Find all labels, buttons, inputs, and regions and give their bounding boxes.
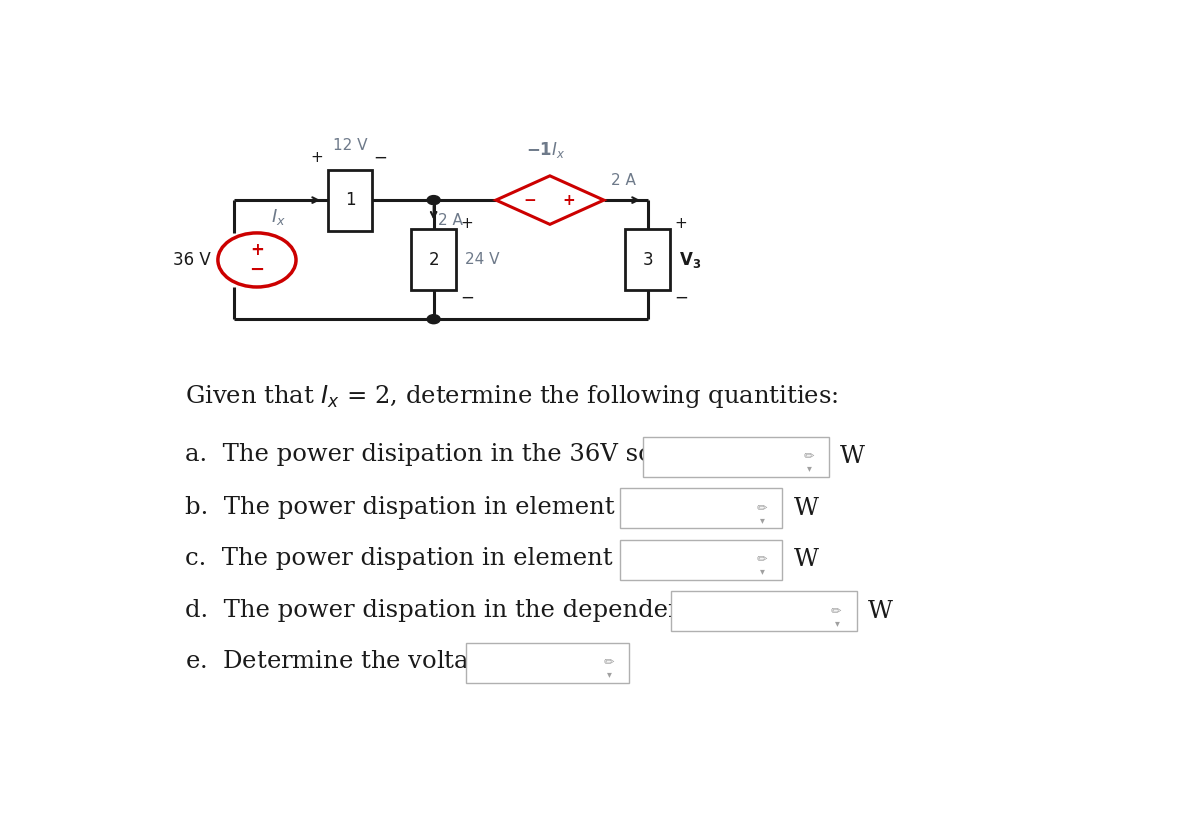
Text: d.  The power dispation in the dependent source is:: d. The power dispation in the dependent … (185, 599, 820, 622)
Text: e.  Determine the voltage $V_3$: e. Determine the voltage $V_3$ (185, 648, 534, 675)
Text: 12 V: 12 V (332, 138, 367, 152)
Text: −: − (674, 289, 689, 307)
FancyBboxPatch shape (619, 488, 782, 528)
FancyBboxPatch shape (643, 437, 829, 477)
FancyBboxPatch shape (619, 540, 782, 580)
Circle shape (427, 314, 440, 324)
Text: ✏: ✏ (757, 502, 767, 515)
Text: W: W (793, 548, 818, 572)
Text: a.  The power disipation in the 36V source is:: a. The power disipation in the 36V sourc… (185, 443, 744, 466)
Text: b.  The power dispation in element 1 is:: b. The power dispation in element 1 is: (185, 496, 674, 518)
Text: 2 A: 2 A (438, 213, 463, 228)
Text: c.  The power dispation in element 2 is:: c. The power dispation in element 2 is: (185, 547, 672, 570)
Text: ✏: ✏ (803, 451, 814, 463)
Text: ✏: ✏ (604, 656, 613, 670)
Text: 2 A: 2 A (611, 173, 636, 188)
Text: ✏: ✏ (832, 605, 841, 618)
FancyBboxPatch shape (625, 229, 670, 290)
Text: +: + (461, 217, 473, 232)
FancyBboxPatch shape (671, 592, 857, 631)
Text: −: − (461, 289, 474, 307)
Text: +: + (563, 192, 575, 207)
Text: +: + (674, 217, 688, 232)
Text: ▾: ▾ (835, 618, 840, 628)
Text: ▾: ▾ (607, 670, 612, 680)
Text: ▾: ▾ (761, 515, 766, 525)
FancyBboxPatch shape (467, 643, 629, 683)
Text: W: W (840, 446, 865, 468)
Text: +: + (310, 150, 323, 166)
Text: +: + (250, 241, 264, 258)
Text: $\mathbf{V_3}$: $\mathbf{V_3}$ (679, 250, 701, 270)
Circle shape (427, 196, 440, 205)
Text: ▾: ▾ (806, 463, 812, 473)
Text: $\mathbf{-1}I_x$: $\mathbf{-1}I_x$ (526, 140, 565, 160)
Text: 24 V: 24 V (466, 252, 499, 268)
Text: $I_x$: $I_x$ (271, 206, 286, 227)
Text: W: W (793, 497, 818, 520)
FancyBboxPatch shape (412, 229, 456, 290)
Text: 1: 1 (344, 191, 355, 209)
Text: ✏: ✏ (757, 553, 767, 567)
Text: 2: 2 (428, 251, 439, 268)
Text: 36 V: 36 V (173, 251, 210, 269)
FancyBboxPatch shape (328, 170, 372, 231)
Text: Given that $I_x$ = 2, determine the following quantities:: Given that $I_x$ = 2, determine the foll… (185, 383, 839, 410)
Text: −: − (373, 149, 386, 167)
Text: W: W (868, 600, 893, 623)
Text: ▾: ▾ (761, 567, 766, 577)
Text: 3: 3 (642, 251, 653, 268)
Text: −: − (250, 261, 264, 279)
Text: −: − (523, 192, 535, 207)
